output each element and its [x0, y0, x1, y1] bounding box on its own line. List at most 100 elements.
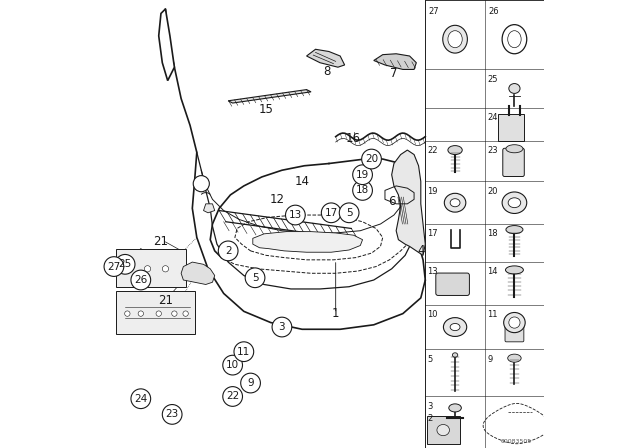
Text: 9: 9: [247, 378, 254, 388]
Circle shape: [321, 203, 341, 223]
Circle shape: [145, 266, 150, 272]
Ellipse shape: [502, 25, 527, 54]
Text: 1: 1: [332, 307, 339, 320]
Bar: [425, 0, 544, 448]
FancyBboxPatch shape: [503, 148, 524, 177]
Text: 5: 5: [252, 273, 259, 283]
Text: 10: 10: [428, 310, 438, 319]
Text: 24: 24: [134, 394, 147, 404]
Text: 9: 9: [487, 355, 492, 364]
Text: 14: 14: [487, 267, 498, 276]
Text: 17: 17: [428, 229, 438, 238]
Circle shape: [156, 311, 161, 316]
Polygon shape: [228, 90, 311, 103]
Polygon shape: [307, 49, 344, 67]
Polygon shape: [204, 204, 214, 213]
Ellipse shape: [449, 404, 461, 412]
Circle shape: [223, 355, 243, 375]
Text: 19: 19: [428, 187, 438, 196]
Ellipse shape: [506, 145, 523, 153]
Ellipse shape: [508, 198, 521, 207]
Ellipse shape: [443, 25, 467, 53]
Text: 27: 27: [429, 7, 440, 16]
Text: 17: 17: [324, 208, 338, 218]
Text: 26: 26: [488, 7, 499, 16]
Circle shape: [218, 241, 238, 261]
FancyBboxPatch shape: [116, 249, 186, 287]
Ellipse shape: [450, 323, 460, 331]
Polygon shape: [181, 262, 214, 284]
Text: 00083505: 00083505: [501, 439, 532, 444]
Ellipse shape: [450, 198, 460, 207]
Text: 23: 23: [166, 409, 179, 419]
Text: 13: 13: [428, 267, 438, 276]
Polygon shape: [392, 150, 425, 255]
Ellipse shape: [504, 313, 525, 332]
Ellipse shape: [509, 317, 520, 328]
Text: 14: 14: [294, 175, 310, 188]
Circle shape: [353, 181, 372, 200]
Text: 4: 4: [417, 244, 424, 258]
Circle shape: [125, 311, 130, 316]
Circle shape: [131, 270, 150, 290]
Circle shape: [163, 405, 182, 424]
Circle shape: [223, 387, 243, 406]
Circle shape: [362, 149, 381, 169]
Text: 18: 18: [487, 229, 498, 238]
Text: 26: 26: [134, 275, 147, 285]
Text: 22: 22: [428, 146, 438, 155]
Circle shape: [172, 311, 177, 316]
Ellipse shape: [506, 266, 524, 274]
Text: 10: 10: [226, 360, 239, 370]
Text: 13: 13: [289, 210, 302, 220]
Ellipse shape: [508, 354, 521, 362]
Ellipse shape: [509, 83, 520, 93]
Polygon shape: [159, 9, 174, 81]
FancyBboxPatch shape: [427, 416, 460, 444]
Ellipse shape: [437, 425, 449, 435]
FancyBboxPatch shape: [498, 115, 524, 141]
FancyBboxPatch shape: [505, 326, 524, 342]
Text: 19: 19: [356, 170, 369, 180]
Ellipse shape: [508, 30, 521, 47]
Circle shape: [353, 165, 372, 185]
Text: 24: 24: [487, 113, 498, 122]
Text: 2: 2: [225, 246, 232, 256]
Polygon shape: [374, 54, 416, 69]
Text: 3: 3: [278, 322, 285, 332]
Ellipse shape: [452, 353, 458, 358]
Circle shape: [193, 176, 209, 192]
Ellipse shape: [506, 225, 523, 234]
Circle shape: [163, 266, 168, 272]
Text: 3: 3: [428, 402, 433, 411]
Text: 21: 21: [158, 293, 173, 307]
Circle shape: [339, 203, 359, 223]
Circle shape: [183, 311, 188, 316]
Text: 11: 11: [237, 347, 250, 357]
Text: 21: 21: [154, 235, 168, 249]
FancyBboxPatch shape: [436, 273, 469, 296]
Text: 11: 11: [487, 310, 498, 319]
Circle shape: [245, 268, 265, 288]
Circle shape: [131, 389, 150, 409]
Text: 25: 25: [118, 259, 132, 269]
Circle shape: [272, 317, 292, 337]
Text: 18: 18: [356, 185, 369, 195]
Text: 27: 27: [108, 262, 120, 271]
Ellipse shape: [448, 146, 462, 155]
Ellipse shape: [502, 192, 527, 214]
Text: 23: 23: [487, 146, 498, 155]
Text: 6: 6: [388, 195, 396, 208]
Text: 22: 22: [226, 392, 239, 401]
Circle shape: [234, 342, 253, 362]
Ellipse shape: [448, 30, 462, 47]
Text: 15: 15: [259, 103, 274, 116]
Polygon shape: [253, 232, 362, 252]
Text: 5: 5: [428, 355, 433, 364]
Text: 20: 20: [487, 187, 498, 196]
FancyBboxPatch shape: [116, 291, 195, 334]
Text: 2: 2: [428, 414, 433, 423]
Circle shape: [127, 266, 132, 272]
Text: 7: 7: [390, 67, 397, 81]
Text: 8: 8: [323, 65, 330, 78]
